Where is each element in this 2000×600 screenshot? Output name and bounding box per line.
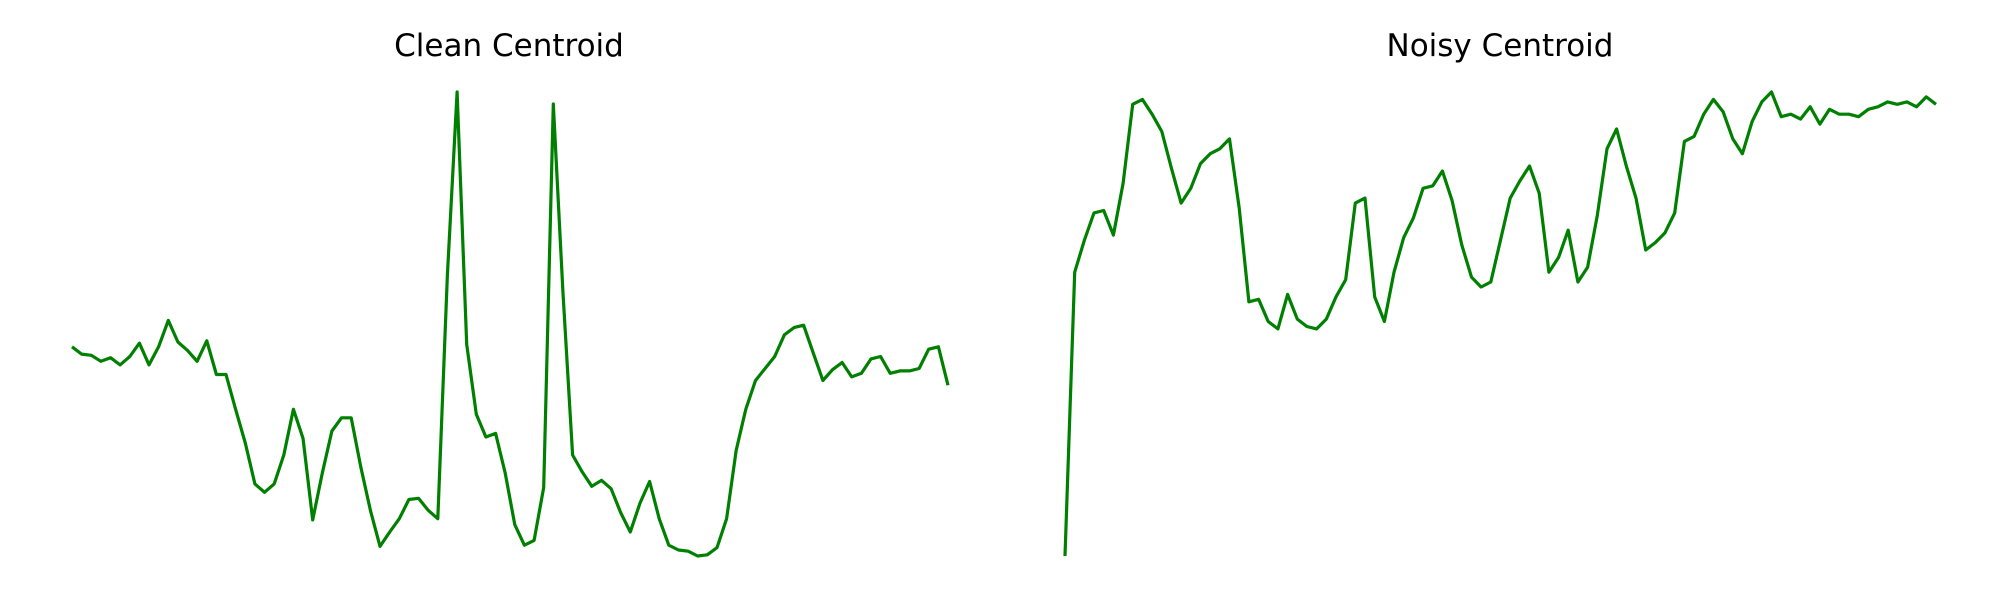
left-chart-panel: Clean Centroid [71, 28, 950, 558]
chart-title-noisy-centroid: Noisy Centroid [1387, 28, 1614, 64]
right-chart-panel: Noisy Centroid [1063, 28, 1937, 557]
series-line-noisy-centroid [1063, 90, 1937, 557]
chart-title-clean-centroid: Clean Centroid [394, 28, 624, 64]
series-line-clean-centroid [71, 90, 950, 558]
